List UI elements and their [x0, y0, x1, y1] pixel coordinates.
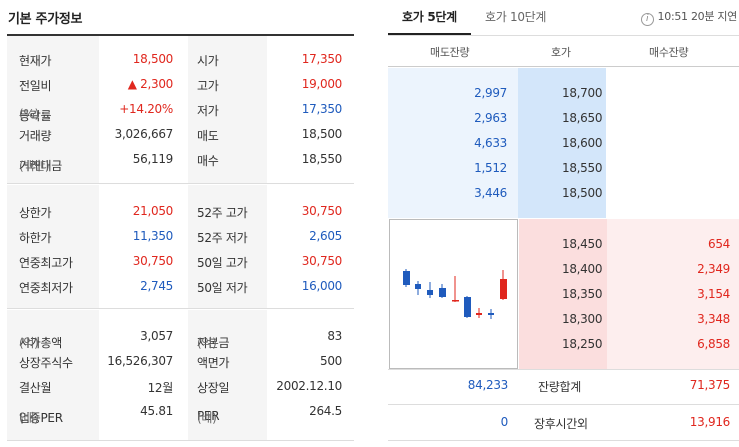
candle	[452, 300, 459, 302]
row-change: 전일비 ▲ 2,300 고가 19,000	[19, 77, 342, 93]
candle	[464, 297, 471, 317]
candle	[439, 288, 446, 297]
bid-row: 18,300 3,348	[562, 312, 730, 326]
panel-title: 기본 주가정보	[8, 12, 83, 27]
delay-notice: i 10:51 20분 지연	[640, 8, 737, 26]
candle-chart-svg	[403, 269, 507, 319]
tab-10-levels[interactable]: 호가 10단계	[485, 10, 547, 24]
orderbook-header: 매도잔량 호가 매수잔량	[388, 37, 739, 67]
ask-price-column	[518, 68, 606, 218]
price-section: 현재가 18,500 시가 17,350 전일비 ▲ 2,300 고가 19,0…	[7, 36, 354, 184]
active-tab-underline	[388, 33, 471, 35]
divider	[388, 440, 739, 441]
basic-price-info-panel: 기본 주가정보 현재가 18,500 시가 17,350 전일비 ▲ 2,300…	[0, 0, 358, 447]
company-section: 시가총액 (억) 3,057 자본금 (억) 83 상장주식수 16,526,307…	[7, 310, 354, 441]
tab-5-levels[interactable]: 호가 5단계	[402, 10, 457, 24]
orderbook-panel: 호가 5단계 호가 10단계 i 10:51 20분 지연 매도잔량 호가 매수잔…	[388, 0, 739, 447]
ask-row: 1,512 18,550	[474, 161, 603, 175]
row-upper-limit: 상한가 21,050 52주 고가 30,750	[19, 204, 342, 220]
bid-row: 18,450 654	[562, 237, 730, 251]
candle	[488, 313, 494, 315]
ask-row: 2,963 18,650	[474, 111, 603, 125]
bid-row: 18,400 2,349	[562, 262, 730, 276]
row-per: 업종PER (배) 45.81 PER (배) 264.5	[19, 404, 342, 425]
candle	[500, 279, 507, 299]
row-market-cap: 시가총액 (억) 3,057 자본금 (억) 83	[19, 329, 342, 350]
ask-row: 4,633 18,600	[474, 136, 603, 150]
info-icon[interactable]: i	[640, 13, 654, 26]
range-section: 상한가 21,050 52주 고가 30,750 하한가 11,350 52주 …	[7, 185, 354, 309]
row-trade-amount: 거래대금 (백만) 56,119 매수 18,550	[19, 152, 342, 173]
candle	[403, 271, 410, 285]
row-year-high: 연중최고가 30,750 50일 고가 30,750	[19, 254, 342, 270]
row-volume: 거래량 3,026,667 매도 18,500	[19, 127, 342, 143]
candle	[476, 313, 482, 315]
current-price-value: 18,500	[132, 52, 174, 66]
row-year-low: 연중최저가 2,745 50일 저가 16,000	[19, 279, 342, 295]
orderbook-tabs: 호가 5단계 호가 10단계 i 10:51 20분 지연	[388, 0, 739, 36]
bid-price-column	[519, 219, 607, 369]
candle	[415, 284, 421, 289]
row-current-price: 현재가 18,500 시가 17,350	[19, 52, 342, 68]
row-shares: 상장주식수 16,526,307 액면가 500	[19, 354, 342, 370]
bid-row: 18,250 6,858	[562, 337, 730, 351]
divider	[388, 369, 739, 370]
ask-row: 3,446 18,500	[474, 186, 603, 200]
row-change-rate: 등락률 (%) +14.20% 저가 17,350	[19, 102, 342, 123]
title-divider	[7, 34, 354, 36]
row-lower-limit: 하한가 11,350 52주 저가 2,605	[19, 229, 342, 245]
bid-row: 18,350 3,154	[562, 287, 730, 301]
ask-row: 2,997 18,700	[474, 86, 603, 100]
candle	[427, 290, 433, 295]
change-value: ▲ 2,300	[127, 77, 174, 91]
mini-candle-chart	[389, 219, 518, 369]
divider	[388, 404, 739, 405]
row-fiscal-month: 결산월 12월 상장일 2002.12.10	[19, 379, 342, 395]
